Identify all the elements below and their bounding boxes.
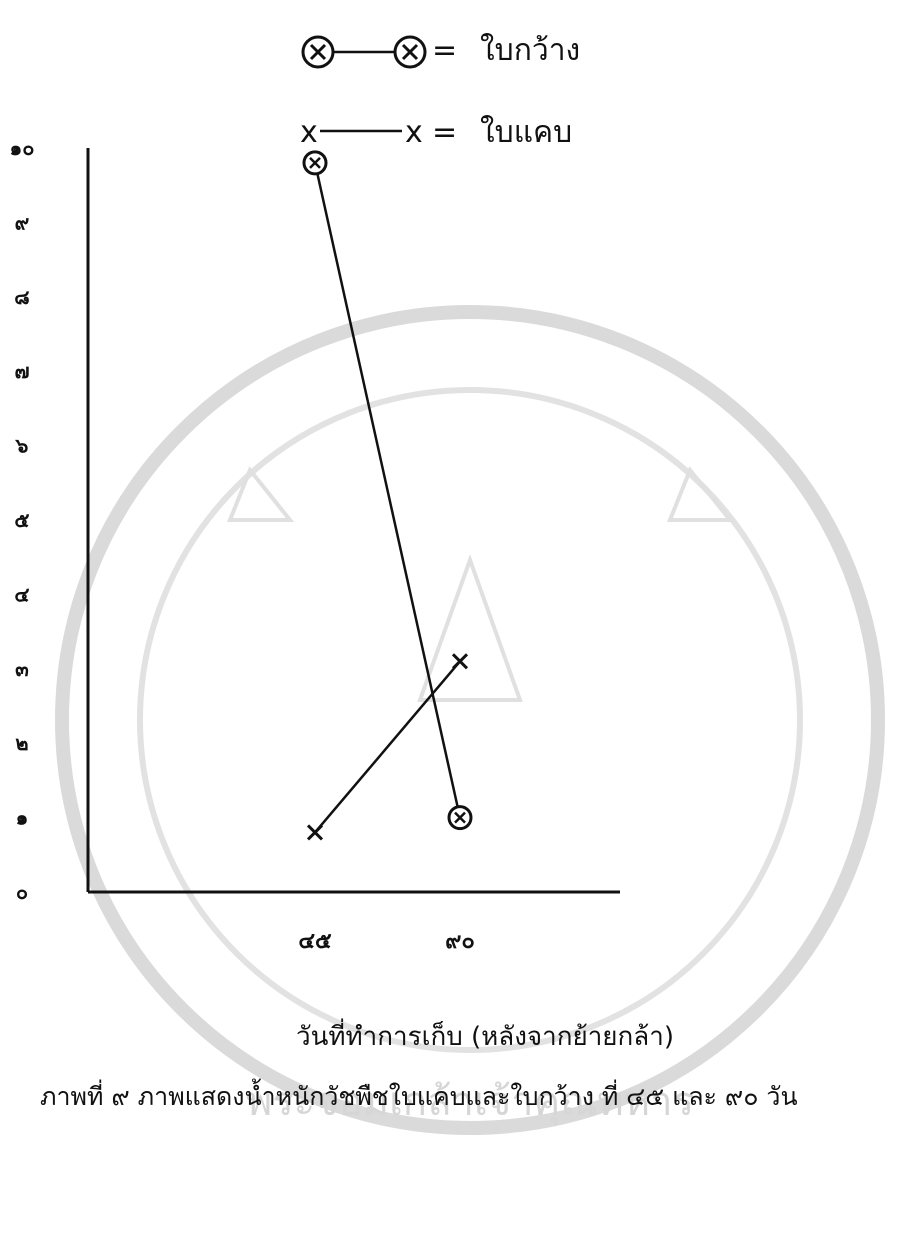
series-layer — [302, 150, 473, 841]
series-line — [314, 660, 461, 834]
legend-equals-narrowleaf: = — [432, 115, 457, 150]
legend-marker-circled-x-left-icon — [301, 35, 335, 69]
y-tick-label: ๔ — [14, 582, 29, 606]
x-axis-title: วันที่ทำการเก็บ (หลังจากย้ายกล้า) — [296, 1018, 674, 1052]
data-point-cross — [454, 811, 466, 824]
y-tick-label: ๘ — [14, 285, 29, 309]
watermark-seal: พระจอมเกล้าเจ้าคุณทหาร — [55, 305, 885, 1135]
figure-caption: ภาพที่ ๙ ภาพแสดงน้ำหนักวัชพืชใบแคบและใบก… — [40, 1078, 798, 1111]
y-tick-label: ๓ — [15, 657, 29, 681]
y-tick-label: ๙ — [15, 210, 30, 234]
y-tick-label: ๗ — [14, 359, 29, 383]
x-tick-labels: ๔๕ ๙๐ — [298, 929, 474, 954]
legend-label-narrowleaf: ใบแคบ — [480, 115, 572, 150]
x-tick-label: ๔๕ — [298, 929, 332, 954]
series-line — [313, 162, 462, 818]
data-point-x — [306, 824, 324, 841]
y-tick-label: ๑ — [16, 806, 29, 830]
legend-marker-circled-x-right-icon — [393, 35, 427, 69]
y-tick-label: ๖ — [15, 434, 29, 458]
y-tick-labels: ๐ ๑ ๒ ๓ ๔ ๕ ๖ ๗ ๘ ๙ ๑๐ — [10, 136, 35, 904]
data-point-x — [451, 653, 469, 670]
legend: = ใบกว้าง x x = ใบแคบ — [300, 33, 580, 150]
x-tick-label: ๙๐ — [445, 929, 475, 954]
y-tick-label: ๕ — [14, 508, 29, 532]
y-tick-label: ๑๐ — [10, 136, 35, 160]
legend-marker-x-left-icon: x — [300, 115, 318, 150]
data-point-cross — [309, 156, 321, 169]
y-tick-label: ๒ — [15, 731, 28, 755]
legend-item-narrowleaf: x x = ใบแคบ — [300, 115, 572, 150]
legend-marker-x-right-icon: x — [405, 115, 423, 150]
y-tick-label: ๐ — [16, 880, 28, 904]
data-point-circled-x — [447, 805, 473, 831]
legend-item-broadleaf: = ใบกว้าง — [301, 33, 580, 69]
watermark-text: พระจอมเกล้าเจ้าคุณทหาร — [246, 1079, 694, 1126]
legend-equals-broadleaf: = — [432, 33, 457, 68]
data-point-circled-x — [302, 150, 328, 176]
legend-label-broadleaf: ใบกว้าง — [480, 33, 580, 68]
